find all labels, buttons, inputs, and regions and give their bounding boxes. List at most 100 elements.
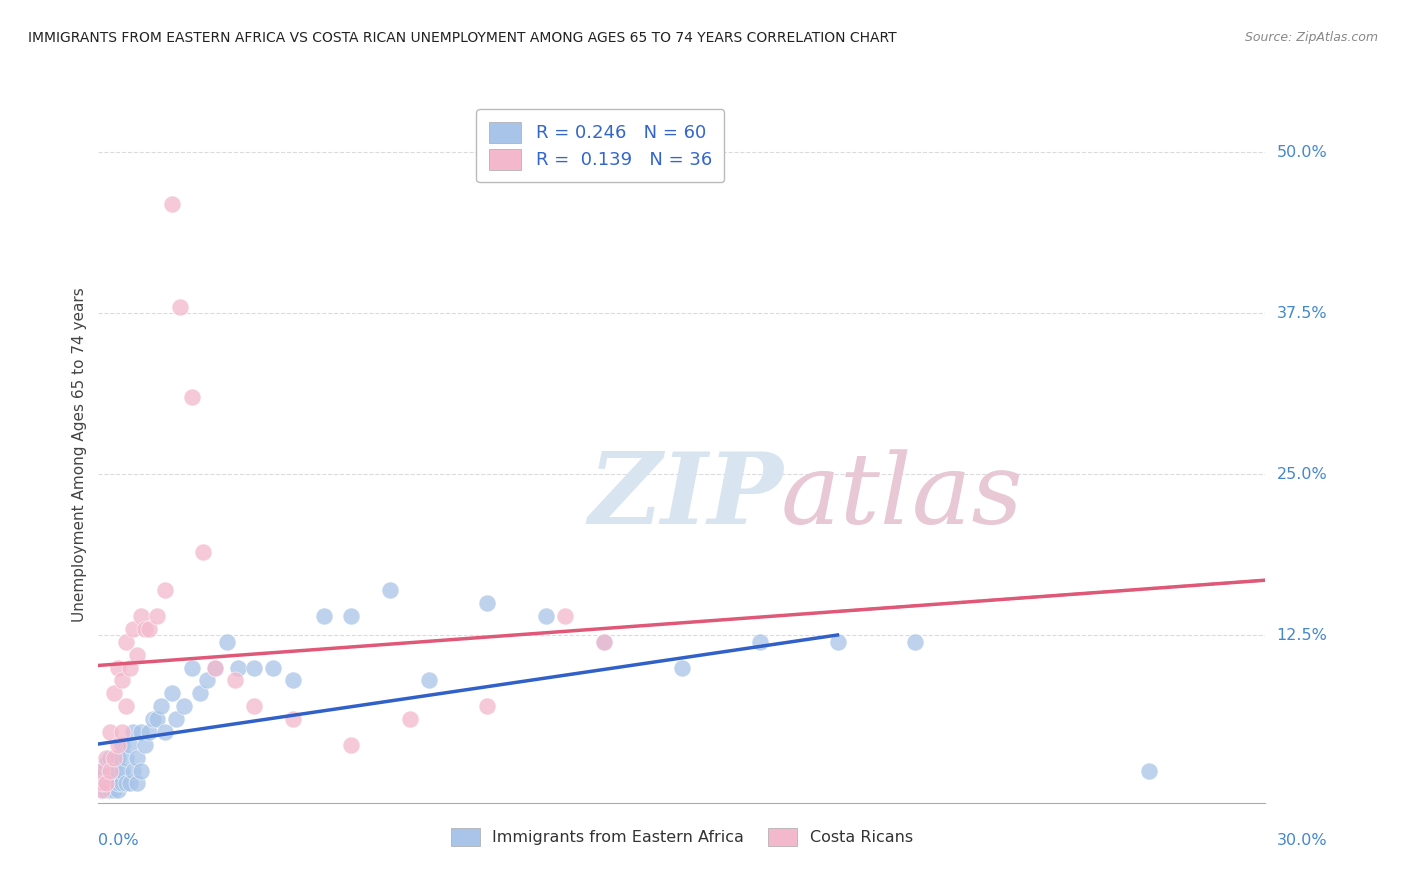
Point	[91, 783, 114, 797]
Text: 12.5%: 12.5%	[1277, 628, 1327, 643]
Point	[114, 634, 136, 648]
Point	[127, 776, 149, 790]
Point	[138, 725, 160, 739]
Text: atlas: atlas	[782, 449, 1024, 544]
Point	[122, 622, 145, 636]
Point	[138, 622, 160, 636]
Point	[114, 776, 136, 790]
Point	[153, 725, 176, 739]
Point	[98, 764, 121, 778]
Point	[118, 738, 141, 752]
Point	[96, 776, 118, 790]
Text: 30.0%: 30.0%	[1277, 833, 1327, 848]
Point	[748, 634, 770, 648]
Point	[107, 660, 129, 674]
Text: 0.0%: 0.0%	[98, 833, 139, 848]
Point	[243, 699, 266, 714]
Point	[107, 776, 129, 790]
Text: 25.0%: 25.0%	[1277, 467, 1327, 482]
Point	[96, 750, 118, 764]
Point	[380, 583, 402, 598]
Point	[593, 634, 616, 648]
Point	[153, 583, 176, 598]
Point	[107, 750, 129, 764]
Point	[204, 660, 226, 674]
Point	[162, 686, 184, 700]
Point	[98, 776, 121, 790]
Text: Source: ZipAtlas.com: Source: ZipAtlas.com	[1244, 31, 1378, 45]
Point	[91, 764, 114, 778]
Point	[122, 764, 145, 778]
Point	[243, 660, 266, 674]
Point	[98, 764, 121, 778]
Point	[180, 660, 202, 674]
Point	[107, 738, 129, 752]
Point	[477, 699, 499, 714]
Point	[111, 738, 134, 752]
Point	[129, 725, 152, 739]
Point	[169, 300, 191, 314]
Point	[671, 660, 693, 674]
Point	[96, 776, 118, 790]
Point	[262, 660, 284, 674]
Point	[103, 750, 125, 764]
Point	[228, 660, 250, 674]
Point	[96, 757, 118, 772]
Point	[103, 686, 125, 700]
Point	[188, 686, 211, 700]
Point	[103, 783, 125, 797]
Point	[281, 673, 304, 688]
Point	[98, 725, 121, 739]
Point	[281, 712, 304, 726]
Point	[129, 609, 152, 624]
Point	[142, 712, 165, 726]
Point	[114, 750, 136, 764]
Legend: Immigrants from Eastern Africa, Costa Ricans: Immigrants from Eastern Africa, Costa Ri…	[443, 820, 921, 854]
Point	[98, 783, 121, 797]
Point	[554, 609, 576, 624]
Point	[91, 770, 114, 784]
Point	[534, 609, 557, 624]
Point	[173, 699, 195, 714]
Point	[146, 609, 169, 624]
Point	[118, 660, 141, 674]
Y-axis label: Unemployment Among Ages 65 to 74 years: Unemployment Among Ages 65 to 74 years	[72, 287, 87, 623]
Point	[904, 634, 927, 648]
Point	[111, 776, 134, 790]
Text: 37.5%: 37.5%	[1277, 306, 1327, 321]
Point	[107, 764, 129, 778]
Point	[91, 776, 114, 790]
Point	[398, 712, 420, 726]
Point	[593, 634, 616, 648]
Point	[103, 770, 125, 784]
Point	[204, 660, 226, 674]
Point	[91, 783, 114, 797]
Point	[1137, 764, 1160, 778]
Point	[827, 634, 849, 648]
Point	[111, 673, 134, 688]
Point	[122, 725, 145, 739]
Point	[134, 622, 156, 636]
Point	[103, 757, 125, 772]
Point	[477, 596, 499, 610]
Point	[418, 673, 440, 688]
Point	[134, 738, 156, 752]
Point	[215, 634, 238, 648]
Point	[96, 783, 118, 797]
Point	[149, 699, 172, 714]
Point	[107, 783, 129, 797]
Point	[129, 764, 152, 778]
Point	[114, 699, 136, 714]
Point	[195, 673, 218, 688]
Point	[165, 712, 187, 726]
Point	[118, 776, 141, 790]
Point	[340, 738, 363, 752]
Point	[127, 750, 149, 764]
Point	[146, 712, 169, 726]
Point	[312, 609, 335, 624]
Text: IMMIGRANTS FROM EASTERN AFRICA VS COSTA RICAN UNEMPLOYMENT AMONG AGES 65 TO 74 Y: IMMIGRANTS FROM EASTERN AFRICA VS COSTA …	[28, 31, 897, 45]
Point	[193, 544, 215, 558]
Point	[162, 196, 184, 211]
Text: ZIP: ZIP	[589, 449, 783, 545]
Point	[111, 764, 134, 778]
